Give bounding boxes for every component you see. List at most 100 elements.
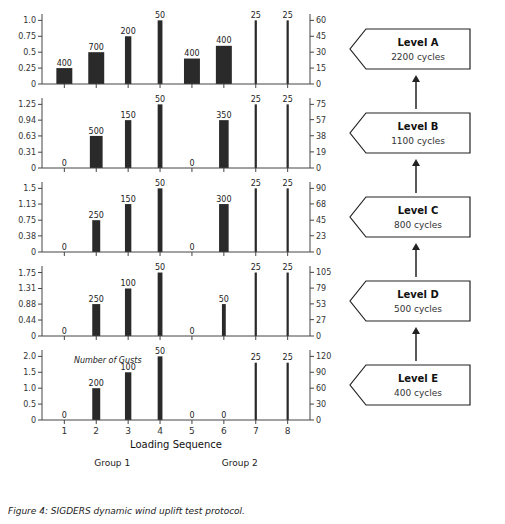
bar — [255, 20, 257, 84]
x-tick — [191, 84, 192, 88]
gust-count-label: 400 — [57, 59, 72, 68]
y2-tick — [310, 272, 314, 273]
bar — [287, 188, 289, 252]
y-tick-label: 1.13 — [18, 200, 36, 209]
y2-tick — [310, 404, 314, 405]
y2-tick — [310, 252, 314, 253]
x-tick — [223, 336, 224, 340]
y2-axis-line — [310, 14, 311, 84]
x-tick-label: 6 — [221, 426, 227, 436]
y2-tick — [310, 356, 314, 357]
bar — [125, 36, 131, 84]
gust-count-label: 300 — [216, 195, 231, 204]
x-tick — [160, 336, 161, 340]
x-tick — [160, 420, 161, 424]
y2-axis-line — [310, 98, 311, 168]
sequence-arrow — [415, 249, 417, 277]
y2-tick-label: 0 — [316, 164, 321, 173]
x-tick — [128, 168, 129, 172]
gust-count-label: 0 — [62, 327, 67, 336]
y-axis-line — [42, 182, 43, 252]
y2-tick — [310, 203, 314, 204]
bar — [287, 273, 289, 336]
y-axis-line — [42, 266, 43, 336]
y2-tick-label: 90 — [316, 368, 326, 377]
bar — [125, 120, 131, 168]
gust-count-label: 0 — [189, 159, 194, 168]
y-tick-label: 1.5 — [23, 184, 36, 193]
y2-tick — [310, 220, 314, 221]
gust-count-label: 0 — [189, 327, 194, 336]
x-tick — [191, 336, 192, 340]
level-title: Level A — [397, 37, 438, 48]
y-tick-label: 0.5 — [23, 48, 36, 57]
y2-tick-label: 60 — [316, 384, 326, 393]
bar — [92, 220, 100, 252]
y2-tick — [310, 372, 314, 373]
y-tick-label: 1.0 — [23, 16, 36, 25]
x-tick — [96, 252, 97, 256]
y-tick-label: 0.44 — [18, 316, 36, 325]
group-label: Group 2 — [222, 458, 258, 468]
sequence-arrow-head — [412, 159, 420, 166]
y-axis-line — [42, 98, 43, 168]
y-tick — [38, 120, 42, 121]
gust-count-label: 0 — [189, 411, 194, 420]
y2-tick-label: 38 — [316, 132, 326, 141]
y-tick-label: 0.88 — [18, 300, 36, 309]
x-tick — [128, 420, 129, 424]
x-tick — [287, 252, 288, 256]
x-axis-line — [42, 252, 310, 253]
x-axis-line — [42, 336, 310, 337]
bars — [92, 356, 289, 420]
bar — [158, 104, 163, 168]
x-tick — [64, 84, 65, 88]
x-tick — [255, 84, 256, 88]
sequence-arrow — [415, 165, 417, 193]
gust-count-label: 250 — [89, 211, 104, 220]
y2-tick-label: 60 — [316, 16, 326, 25]
bar — [219, 120, 229, 168]
gust-count-label: 50 — [219, 295, 229, 304]
bar — [158, 20, 163, 84]
sequence-arrow — [415, 333, 417, 361]
bar — [56, 68, 72, 84]
level-subtitle: 500 cycles — [394, 304, 442, 314]
x-tick — [160, 84, 161, 88]
bar — [219, 204, 229, 252]
x-tick — [64, 252, 65, 256]
x-tick-label: 7 — [253, 426, 259, 436]
bar — [216, 46, 232, 84]
y-tick — [38, 420, 42, 421]
y-tick — [38, 304, 42, 305]
sequence-arrow-head — [412, 243, 420, 250]
bar — [88, 52, 104, 84]
bar — [287, 104, 289, 168]
x-tick — [96, 168, 97, 172]
y2-tick — [310, 84, 314, 85]
y2-tick — [310, 303, 314, 304]
y-tick — [38, 404, 42, 405]
x-tick-label: 8 — [285, 426, 291, 436]
panel: 00.51.01.52.0030609012012345678020010050… — [8, 327, 470, 516]
gust-count-label: 25 — [251, 353, 261, 362]
chart-root: 00.250.50.751.00153045604007002005040040… — [0, 0, 505, 524]
bar — [125, 372, 131, 420]
gust-count-label: 400 — [216, 36, 231, 45]
level-subtitle: 400 cycles — [394, 388, 442, 398]
x-tick — [96, 84, 97, 88]
group-label: Group 1 — [94, 458, 130, 468]
y-tick-label: 1.31 — [18, 284, 36, 293]
y-tick — [38, 372, 42, 373]
gust-count-label: 50 — [155, 263, 165, 272]
bar — [92, 304, 100, 336]
x-tick — [255, 168, 256, 172]
x-tick-label: 3 — [125, 426, 131, 436]
y2-tick-label: 45 — [316, 216, 326, 225]
gust-count-label: 400 — [184, 49, 199, 58]
y2-tick — [310, 336, 314, 337]
gust-count-label: 25 — [251, 95, 261, 104]
y2-tick — [310, 388, 314, 389]
bars — [56, 20, 288, 84]
level-title: Level D — [397, 289, 439, 300]
